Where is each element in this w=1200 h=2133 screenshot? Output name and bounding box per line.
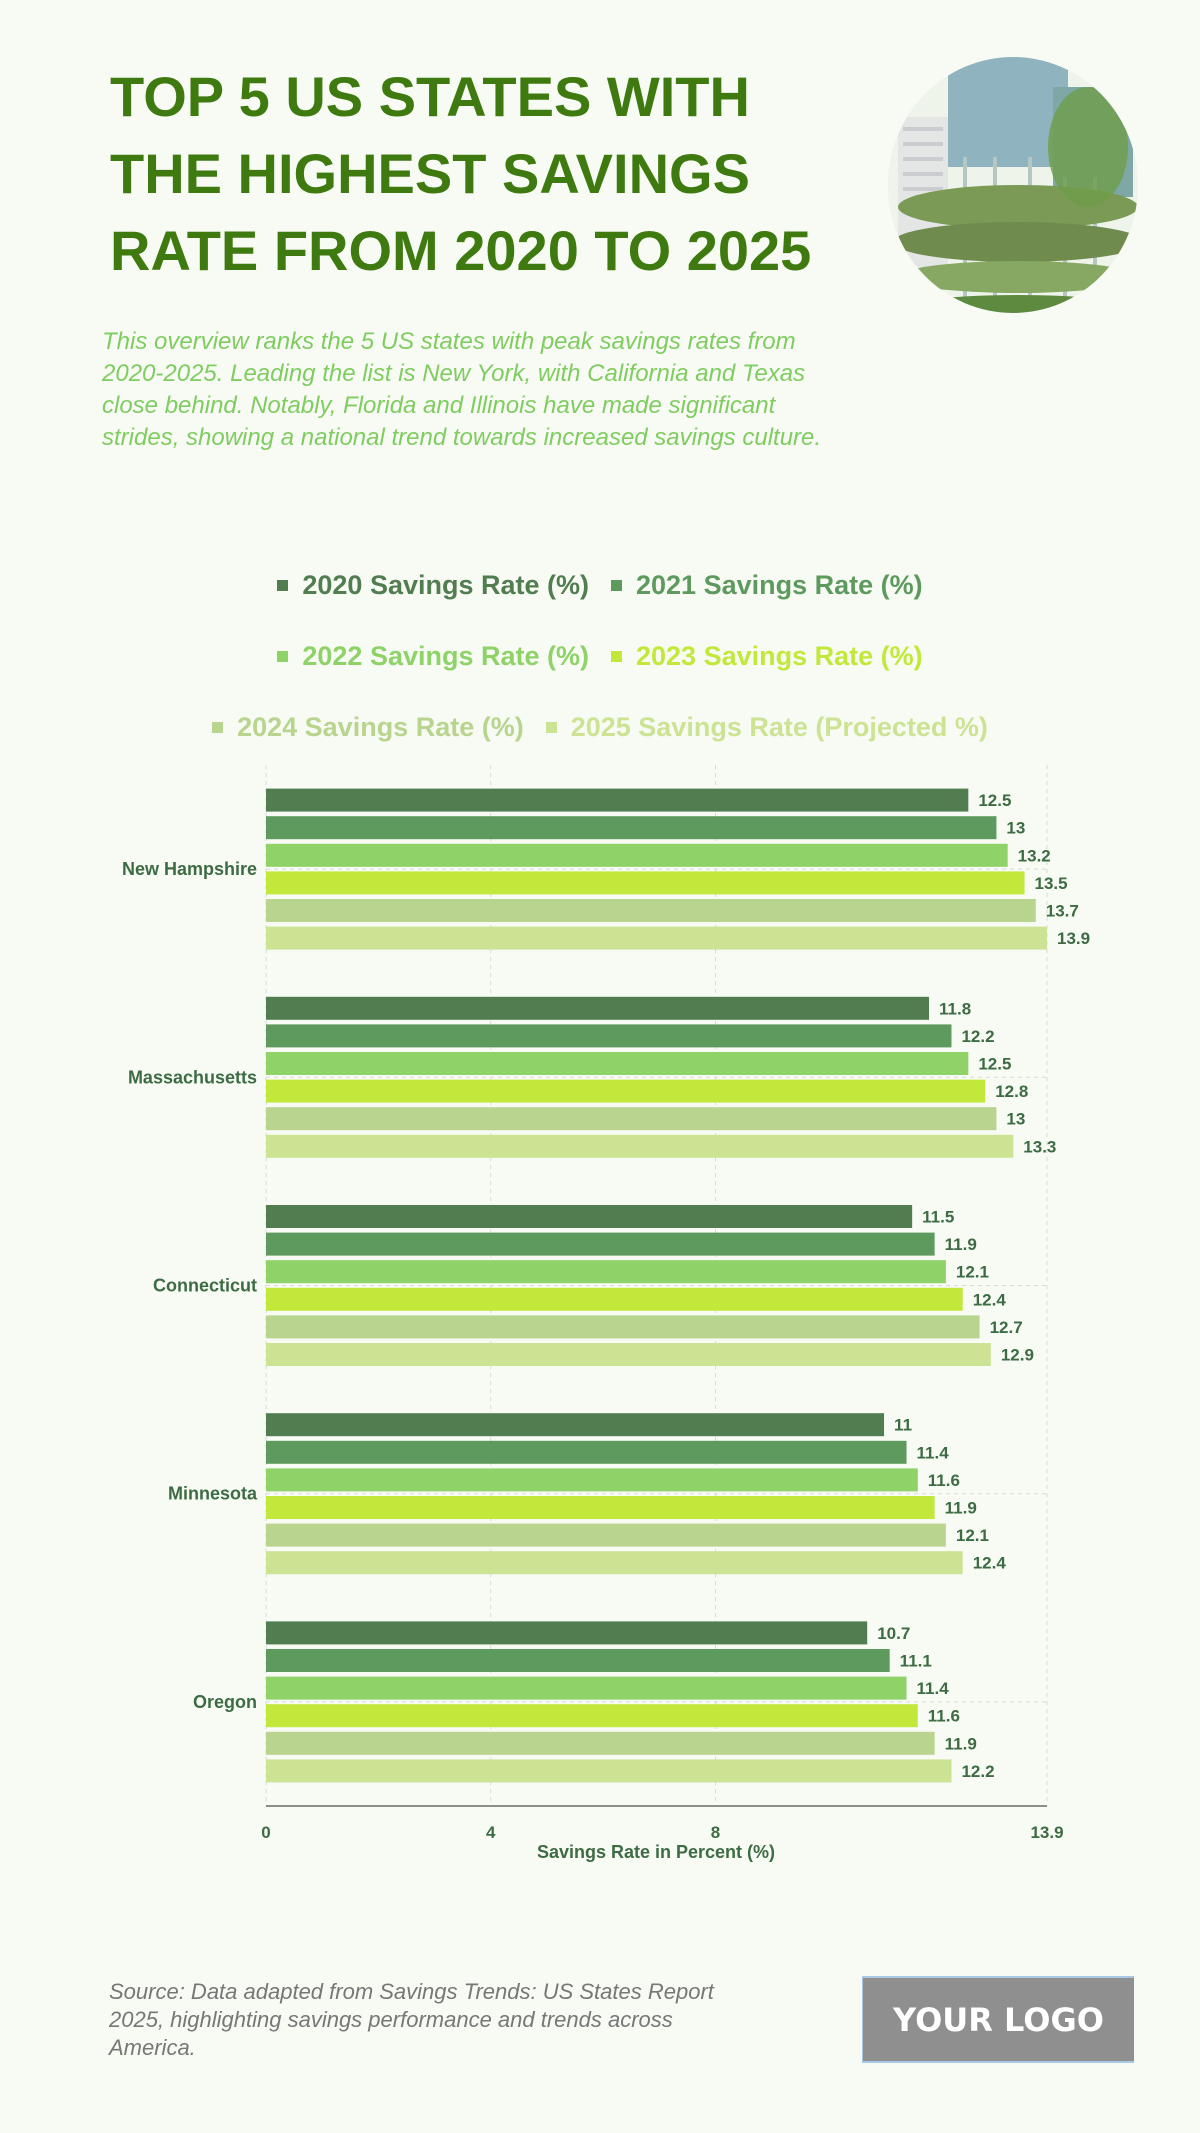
category-label: New Hampshire [122,859,257,879]
bar [266,1496,935,1519]
category-label: Oregon [193,1692,257,1712]
legend-label: 2021 Savings Rate (%) [636,570,923,600]
data-label: 11.1 [900,1652,932,1671]
data-label: 11.4 [917,1443,950,1462]
data-label: 11.4 [917,1679,950,1698]
x-tick-label: 4 [486,1823,496,1842]
bar [266,1676,907,1700]
data-label: 12.7 [990,1318,1023,1337]
data-label: 12.1 [956,1526,989,1545]
bar [266,899,1036,922]
bar [266,996,930,1020]
source-note: Source: Data adapted from Savings Trends… [109,1979,714,2060]
category-label: Massachusetts [128,1067,257,1087]
legend-item[interactable]: 2024 Savings Rate (%) [212,712,524,743]
bar [266,1440,907,1464]
legend-label: 2024 Savings Rate (%) [237,712,524,742]
data-label: 11.9 [945,1235,977,1254]
legend-label: 2025 Savings Rate (Projected %) [570,712,988,742]
bar [266,843,1008,867]
bar [266,1232,935,1256]
legend-item[interactable]: 2020 Savings Rate (%) [277,570,589,601]
legend-item[interactable]: 2025 Savings Rate (Projected %) [545,712,988,743]
bar [266,1649,890,1672]
page-title: TOP 5 US STATES WITH THE HIGHEST SAVINGS… [110,65,812,282]
bar [266,926,1047,950]
bar [266,816,997,840]
legend-label: 2022 Savings Rate (%) [302,641,589,671]
data-label: 11.5 [922,1208,954,1227]
data-label: 12.5 [978,791,1011,810]
legend-swatch [545,722,557,733]
data-label: 13.3 [1023,1137,1056,1156]
bar [266,1621,868,1645]
legend-row: 2022 Savings Rate (%) 2023 Savings Rate (… [0,641,1200,672]
data-label: 13 [1006,1110,1025,1129]
bar [266,1413,885,1437]
data-label: 13 [1006,819,1025,838]
x-axis-title: Savings Rate in Percent (%) [537,1842,775,1862]
description: This overview ranks the 5 US states with… [102,328,822,451]
data-label: 11.6 [928,1707,960,1726]
bar [266,1704,918,1728]
bar [266,1024,952,1048]
bar-chart: 0 4 8 13.9 12.5 13 13.2 13.5 13.7 13.9 New Hampshi… [122,765,1090,1862]
data-label: 13.5 [1035,874,1068,893]
data-label: 12.4 [973,1554,1007,1573]
data-label: 11.9 [945,1734,977,1753]
bar [266,1205,913,1228]
legend-swatch [611,651,622,662]
bar [266,871,1025,895]
legend-label: 2020 Savings Rate (%) [302,570,589,600]
data-label: 11.8 [939,999,971,1018]
bar [266,1134,1014,1158]
bar [266,1052,969,1075]
bar [266,1260,946,1284]
bar [266,1731,935,1755]
data-label: 12.4 [973,1290,1007,1309]
bar [266,1079,986,1103]
bar [266,1287,963,1311]
bar [266,788,969,812]
data-label: 12.8 [995,1082,1028,1101]
bar [266,1468,918,1492]
data-label: 12.9 [1001,1346,1034,1365]
legend-item[interactable]: 2023 Savings Rate (%) [611,641,923,672]
bar [266,1523,946,1547]
legend-item[interactable]: 2022 Savings Rate (%) [277,641,589,672]
bar [266,1759,952,1783]
legend-swatch [277,580,289,591]
x-tick-label: 8 [711,1823,720,1842]
data-label: 11 [894,1416,912,1435]
legend-swatch [212,722,224,733]
bar [266,1315,980,1339]
legend-row: 2020 Savings Rate (%) 2021 Savings Rate (… [0,570,1200,601]
data-label: 13.9 [1057,929,1090,948]
bar [266,1107,997,1131]
data-label: 11.9 [945,1499,977,1518]
data-label: 12.2 [961,1762,994,1781]
legend-swatch [611,580,622,591]
bar [266,1551,963,1575]
legend-swatch [277,651,289,662]
green-building-photo [888,57,1138,313]
data-label: 12.1 [956,1263,989,1282]
legend-row: 2024 Savings Rate (%) 2025 Savings Rate (… [0,712,1200,743]
legend-item[interactable]: 2021 Savings Rate (%) [611,570,923,601]
data-label: 12.5 [978,1055,1011,1074]
data-label: 12.2 [961,1027,994,1046]
category-label: Minnesota [168,1484,258,1504]
logo-text: YOUR LOGO [893,2000,1104,2039]
x-tick-label: 13.9 [1030,1823,1063,1842]
legend-label: 2023 Savings Rate (%) [636,641,923,671]
data-label: 13.7 [1046,902,1079,921]
logo-placeholder: YOUR LOGO [862,1976,1134,2063]
bar [266,1343,991,1366]
data-label: 11.6 [928,1471,960,1490]
category-label: Connecticut [153,1276,257,1296]
x-tick-label: 0 [261,1823,270,1842]
data-label: 10.7 [877,1624,910,1643]
data-label: 13.2 [1018,846,1051,865]
